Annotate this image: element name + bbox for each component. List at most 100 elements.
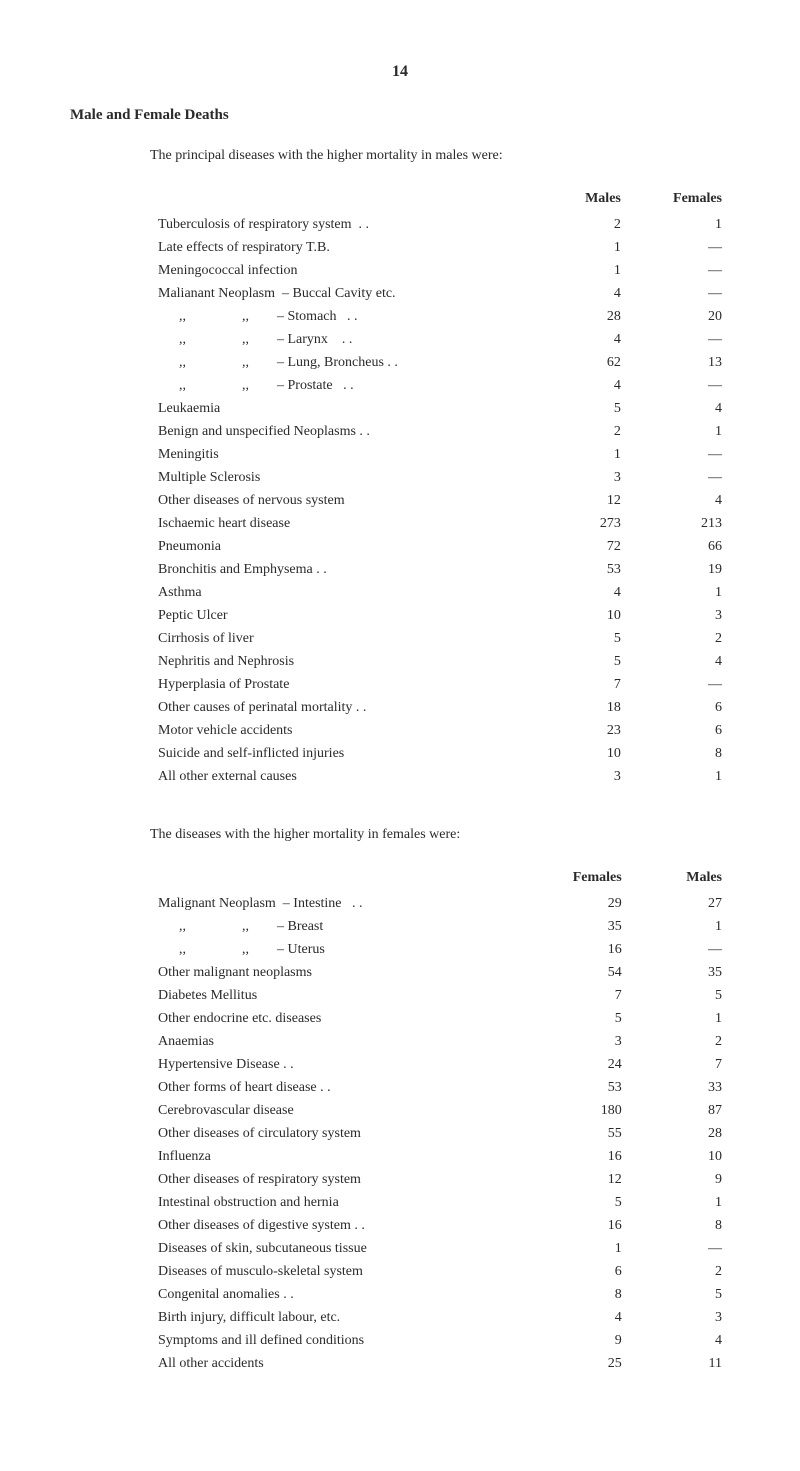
table2-row-label: Influenza [150,1145,528,1168]
table1-row-val2: — [629,374,730,397]
table1-row-val2: 1 [629,420,730,443]
table1-row-val1: 3 [529,765,629,788]
table2-row-label: Other diseases of respiratory system [150,1168,528,1191]
table-row: Multiple Sclerosis3— [150,466,730,489]
table2-row-val2: 11 [630,1352,730,1375]
table2-row-val2: 3 [630,1306,730,1329]
table1-row-val1: 23 [529,719,629,742]
table1-row-val1: 5 [529,627,629,650]
table1: Males Females Tuberculosis of respirator… [150,184,730,788]
table-row: Congenital anomalies . .85 [150,1283,730,1306]
table1-row-val2: 6 [629,719,730,742]
table1-header-females: Females [629,184,730,213]
table2-row-val2: 33 [630,1076,730,1099]
table2-row-val2: 1 [630,1007,730,1030]
table2-row-val1: 7 [528,984,630,1007]
table2-row-val2: 8 [630,1214,730,1237]
table1-row-label: Multiple Sclerosis [150,466,529,489]
table2-row-val2: 27 [630,892,730,915]
table2-row-val1: 16 [528,938,630,961]
table-row: ,, ,, – Larynx . .4— [150,328,730,351]
table2-row-val1: 8 [528,1283,630,1306]
table1-row-label: Nephritis and Nephrosis [150,650,529,673]
table2-row-val1: 55 [528,1122,630,1145]
table1-row-val1: 53 [529,558,629,581]
table2-row-label: Congenital anomalies . . [150,1283,528,1306]
table-row: ,, ,, – Lung, Broncheus . .6213 [150,351,730,374]
table-row: Influenza1610 [150,1145,730,1168]
table2-row-val2: 1 [630,915,730,938]
table1-row-label: Meningococcal infection [150,259,529,282]
table-row: Other malignant neoplasms5435 [150,961,730,984]
table2-row-label: Other diseases of circulatory system [150,1122,528,1145]
table1-row-val2: — [629,673,730,696]
table1-wrap: Males Females Tuberculosis of respirator… [150,184,730,788]
table-row: Pneumonia7266 [150,535,730,558]
table2-row-val1: 4 [528,1306,630,1329]
table1-row-val2: — [629,282,730,305]
table1-row-val2: 20 [629,305,730,328]
table1-row-val1: 3 [529,466,629,489]
table1-row-val1: 1 [529,259,629,282]
table2-row-val1: 180 [528,1099,630,1122]
table2-row-val1: 6 [528,1260,630,1283]
table1-row-label: Pneumonia [150,535,529,558]
table-row: Diseases of musculo-skeletal system62 [150,1260,730,1283]
table2-row-val1: 12 [528,1168,630,1191]
table-row: Ischaemic heart disease273213 [150,512,730,535]
table2-row-val2: 28 [630,1122,730,1145]
table2-row-val1: 16 [528,1214,630,1237]
table2-row-val2: 35 [630,961,730,984]
table2-row-val2: 2 [630,1030,730,1053]
table1-row-val1: 4 [529,328,629,351]
table2-row-val1: 5 [528,1007,630,1030]
table1-row-label: Suicide and self-inflicted injuries [150,742,529,765]
table-row: Birth injury, difficult labour, etc.43 [150,1306,730,1329]
table-row: Hyperplasia of Prostate7— [150,673,730,696]
table2-row-label: Intestinal obstruction and hernia [150,1191,528,1214]
table2-row-label: ,, ,, – Breast [150,915,528,938]
table1-row-val2: — [629,236,730,259]
table1-row-val1: 72 [529,535,629,558]
table2-row-val2: 87 [630,1099,730,1122]
table2-row-label: All other accidents [150,1352,528,1375]
table2-row-label: Symptoms and ill defined conditions [150,1329,528,1352]
table2-row-label: Birth injury, difficult labour, etc. [150,1306,528,1329]
table-row: Diabetes Mellitus75 [150,984,730,1007]
table2-row-val2: 4 [630,1329,730,1352]
table-row: Other causes of perinatal mortality . .1… [150,696,730,719]
table1-row-label: Malianant Neoplasm – Buccal Cavity etc. [150,282,529,305]
table-row: Benign and unspecified Neoplasms . .21 [150,420,730,443]
table2-row-val2: — [630,1237,730,1260]
table1-row-label: Cirrhosis of liver [150,627,529,650]
table1-row-val2: 6 [629,696,730,719]
table1-row-label: Other causes of perinatal mortality . . [150,696,529,719]
table2-row-label: ,, ,, – Uterus [150,938,528,961]
table2-row-val1: 9 [528,1329,630,1352]
table1-row-label: Benign and unspecified Neoplasms . . [150,420,529,443]
table1-row-val1: 1 [529,236,629,259]
table1-row-val1: 1 [529,443,629,466]
table2-row-val1: 16 [528,1145,630,1168]
table-row: Asthma41 [150,581,730,604]
table1-row-val2: 66 [629,535,730,558]
table-row: Diseases of skin, subcutaneous tissue1— [150,1237,730,1260]
table-row: Nephritis and Nephrosis54 [150,650,730,673]
table1-row-val2: 8 [629,742,730,765]
table2-row-val2: 1 [630,1191,730,1214]
table2-header-males: Males [630,863,730,892]
table-row: Other diseases of nervous system124 [150,489,730,512]
table2-row-val1: 25 [528,1352,630,1375]
table1-row-val1: 2 [529,213,629,236]
table2-row-val1: 1 [528,1237,630,1260]
table1-intro: The principal diseases with the higher m… [150,145,730,166]
table1-row-val2: 19 [629,558,730,581]
table-row: Other endocrine etc. diseases51 [150,1007,730,1030]
table1-row-val1: 62 [529,351,629,374]
table2-row-val2: 5 [630,1283,730,1306]
table2-row-val1: 35 [528,915,630,938]
table-row: Meningococcal infection1— [150,259,730,282]
table2-row-val1: 3 [528,1030,630,1053]
table2: Females Males Malignant Neoplasm – Intes… [150,863,730,1375]
table2-row-val1: 53 [528,1076,630,1099]
